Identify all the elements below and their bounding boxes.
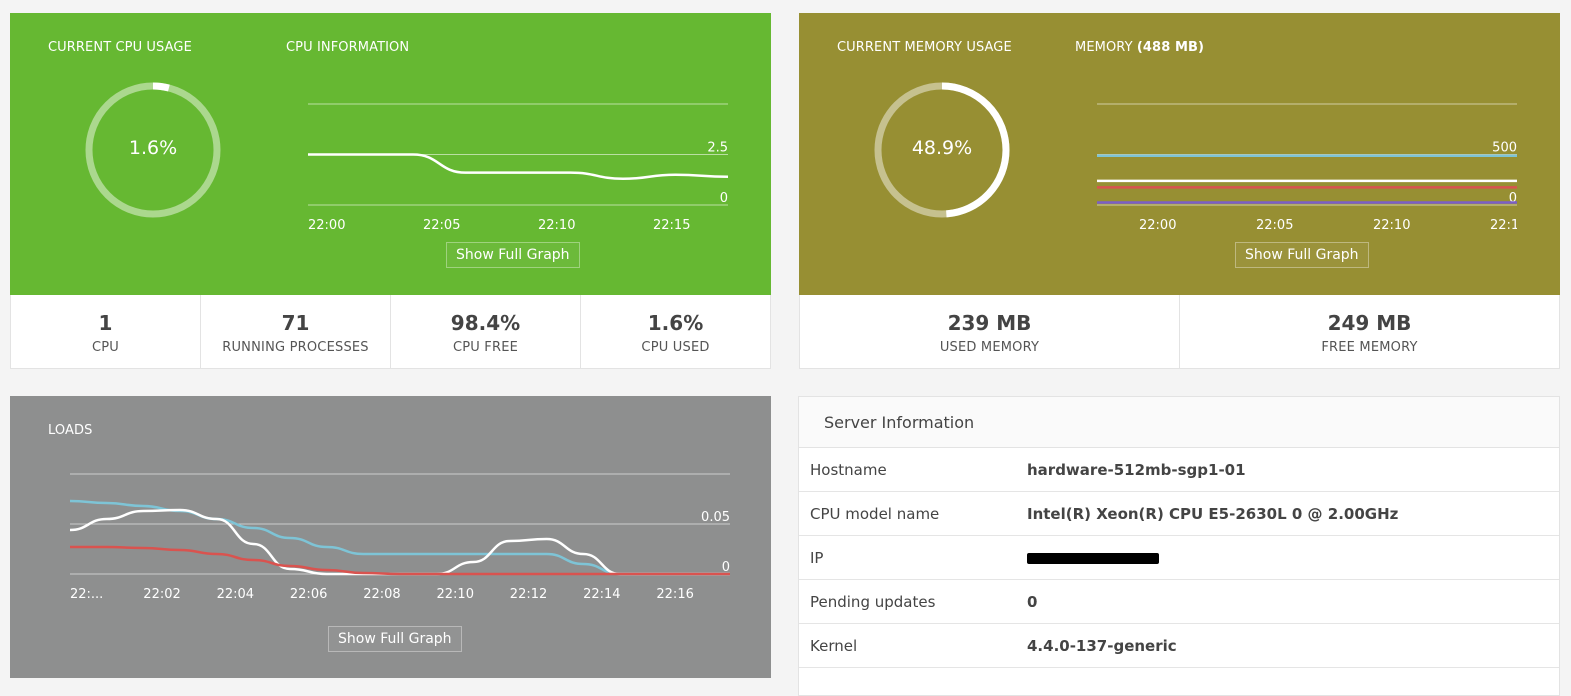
cpu-info-label: CPU INFORMATION: [286, 40, 409, 55]
cpu-usage-label: CURRENT CPU USAGE: [48, 40, 192, 55]
memory-panel-header: CURRENT MEMORY USAGE MEMORY (488 MB) 48.…: [799, 13, 1560, 295]
series-line: [308, 155, 728, 179]
stat-value: 71: [201, 311, 390, 335]
x-tick-label: 22:08: [363, 587, 400, 602]
info-row-cpu-model: CPU model name Intel(R) Xeon(R) CPU E5-2…: [799, 492, 1559, 536]
memory-stats: 239 MB USED MEMORY 249 MB FREE MEMORY: [799, 295, 1560, 369]
cpu-panel: CURRENT CPU USAGE CPU INFORMATION 1.6% 0…: [10, 13, 771, 369]
server-info-panel: Server Information Hostname hardware-512…: [798, 396, 1560, 696]
x-tick-label: 22:05: [1256, 218, 1293, 229]
x-tick-label: 22:16: [656, 587, 693, 602]
memory-usage-gauge: 48.9%: [872, 80, 1012, 220]
server-info-title: Server Information: [799, 397, 1559, 448]
x-tick-label: 22:15: [653, 218, 690, 229]
y-tick-label: 0.05: [701, 510, 730, 525]
x-tick-label: 22:10: [538, 218, 575, 229]
stat-value: 98.4%: [391, 311, 580, 335]
info-key: CPU model name: [799, 505, 1027, 523]
redaction-bar: [1027, 553, 1159, 564]
x-tick-label: 22:02: [143, 587, 180, 602]
stat-value: 1.6%: [581, 311, 770, 335]
info-key: Pending updates: [799, 593, 1027, 611]
stat-label: CPU FREE: [391, 340, 580, 355]
x-tick-label: 22:12: [510, 587, 547, 602]
y-tick-label: 0: [1509, 191, 1517, 206]
x-tick-label: 22:10: [437, 587, 474, 602]
series-line: [70, 547, 730, 574]
info-value-redacted: [1027, 549, 1159, 567]
stat-label: CPU: [11, 340, 200, 355]
x-tick-label: 22:14: [583, 587, 620, 602]
stat-value: 249 MB: [1180, 311, 1559, 335]
x-tick-label: 22:00: [308, 218, 345, 229]
cpu-stats: 1 CPU 71 RUNNING PROCESSES 98.4% CPU FRE…: [10, 295, 771, 369]
y-tick-label: 2.5: [707, 141, 728, 156]
stat-value: 239 MB: [800, 311, 1179, 335]
series-line: [70, 501, 730, 574]
loads-show-full-graph-button[interactable]: Show Full Graph: [328, 626, 462, 652]
x-tick-label: 22:05: [423, 218, 460, 229]
stat-label: RUNNING PROCESSES: [201, 340, 390, 355]
memory-info-label: MEMORY (488 MB): [1075, 40, 1204, 55]
info-value: 4.4.0-137-generic: [1027, 637, 1177, 655]
x-tick-label: 22:06: [290, 587, 327, 602]
x-tick-label: 22:10: [1373, 218, 1410, 229]
cpu-panel-header: CURRENT CPU USAGE CPU INFORMATION 1.6% 0…: [10, 13, 771, 295]
stat-label: FREE MEMORY: [1180, 340, 1559, 355]
memory-info-label-prefix: MEMORY: [1075, 40, 1137, 55]
cpu-stat-cpu: 1 CPU: [11, 295, 201, 368]
stat-value: 1: [11, 311, 200, 335]
memory-stat-used: 239 MB USED MEMORY: [800, 295, 1180, 368]
x-tick-label: 22:00: [1139, 218, 1176, 229]
info-row-hostname: Hostname hardware-512mb-sgp1-01: [799, 448, 1559, 492]
x-tick-label: 22:...: [70, 587, 103, 602]
y-tick-label: 0: [720, 191, 728, 206]
y-tick-label: 500: [1492, 141, 1517, 156]
x-tick-label: 22:04: [217, 587, 254, 602]
info-key: Hostname: [799, 461, 1027, 479]
series-line: [70, 510, 730, 574]
memory-panel: CURRENT MEMORY USAGE MEMORY (488 MB) 48.…: [799, 13, 1560, 369]
memory-stat-free: 249 MB FREE MEMORY: [1180, 295, 1559, 368]
info-value: hardware-512mb-sgp1-01: [1027, 461, 1246, 479]
cpu-usage-value: 1.6%: [83, 137, 223, 159]
cpu-chart: 0 2.5 22:00 22:05 22:10 22:15: [288, 79, 728, 229]
memory-show-full-graph-button[interactable]: Show Full Graph: [1235, 242, 1369, 268]
cpu-stat-cpu-free: 98.4% CPU FREE: [391, 295, 581, 368]
memory-usage-label: CURRENT MEMORY USAGE: [837, 40, 1012, 55]
info-key: IP: [799, 549, 1027, 567]
memory-usage-value: 48.9%: [872, 137, 1012, 159]
x-tick-label: 22:15: [1490, 218, 1517, 229]
stat-label: CPU USED: [581, 340, 770, 355]
info-value: 0: [1027, 593, 1037, 611]
info-row-ip: IP: [799, 536, 1559, 580]
info-row-kernel: Kernel 4.4.0-137-generic: [799, 624, 1559, 668]
memory-total: (488 MB): [1137, 40, 1204, 55]
info-row-pending-updates: Pending updates 0: [799, 580, 1559, 624]
memory-chart: 0 500 22:00 22:05 22:10 22:15: [1077, 79, 1517, 229]
stat-label: USED MEMORY: [800, 340, 1179, 355]
info-key: Kernel: [799, 637, 1027, 655]
cpu-usage-gauge: 1.6%: [83, 80, 223, 220]
cpu-stat-cpu-used: 1.6% CPU USED: [581, 295, 770, 368]
loads-label: LOADS: [48, 423, 92, 438]
info-value: Intel(R) Xeon(R) CPU E5-2630L 0 @ 2.00GH…: [1027, 505, 1398, 523]
cpu-show-full-graph-button[interactable]: Show Full Graph: [446, 242, 580, 268]
cpu-stat-running-processes: 71 RUNNING PROCESSES: [201, 295, 391, 368]
